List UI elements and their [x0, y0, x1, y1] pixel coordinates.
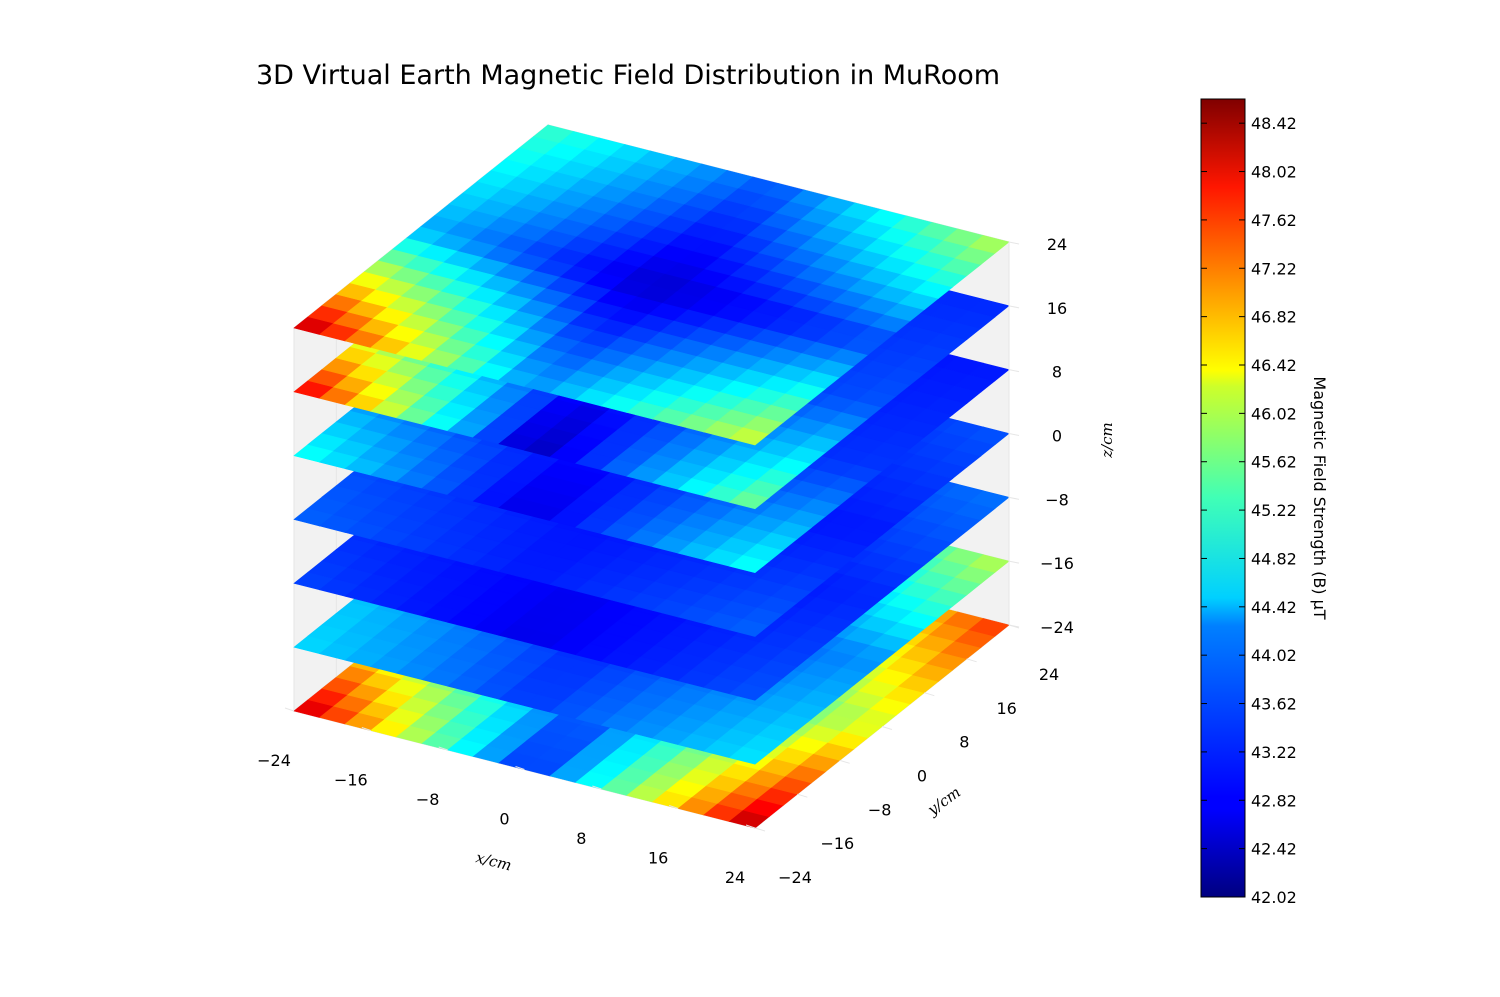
colorbar-tick-label: 46.82 [1251, 308, 1297, 327]
axis-ticks: −24 −16 −8 0 8 16 24 −24 −16 −8 0 8 16 24 −24 −16 −8 0 8 16… [257, 235, 1074, 887]
colorbar-tick-label: 45.22 [1251, 501, 1297, 520]
z-tick-label: −24 [1040, 618, 1074, 637]
z-tick-mark [1008, 369, 1020, 373]
colorbar-tick-label: 46.02 [1251, 404, 1297, 423]
z-tick-mark [1008, 624, 1020, 628]
y-tick-mark [754, 827, 766, 832]
colorbar-ticks: 42.02 42.42 42.82 43.22 43.62 44.02 44.42 44.82… [1201, 114, 1297, 907]
y-tick-label: 24 [1039, 665, 1059, 684]
x-tick-label: 0 [499, 810, 509, 829]
colorbar-gradient [1200, 98, 1246, 898]
field-slice [293, 124, 1010, 446]
x-tick-label: −24 [257, 751, 291, 770]
y-tick-mark [924, 692, 935, 697]
x-tick-label: −16 [334, 771, 368, 790]
colorbar-tick-label: 48.02 [1251, 163, 1297, 182]
y-tick-mark [881, 726, 893, 730]
colorbar-tick-label: 43.22 [1251, 743, 1297, 762]
z-tick-mark [1008, 560, 1020, 564]
x-tick-mark [361, 727, 371, 731]
axes-3d: −24 −16 −8 0 8 16 24 −24 −16 −8 0 8 16 24 −24 −16 −8 0 8 16… [257, 123, 1116, 887]
z-tick-mark [1008, 496, 1020, 500]
x-axis-label: x/cm [474, 848, 513, 874]
colorbar-tick-label: 44.42 [1251, 598, 1297, 617]
x-tick-mark [515, 766, 525, 770]
z-axis-label: z/cm [1098, 422, 1116, 459]
y-tick-label: −16 [820, 834, 854, 853]
colorbar: 42.02 42.42 42.82 43.22 43.62 44.02 44.42 44.82… [1200, 98, 1329, 907]
y-tick-mark [966, 658, 977, 663]
z-tick-label: 0 [1052, 427, 1062, 446]
colorbar-tick-label: 44.02 [1251, 646, 1297, 665]
x-tick-label: 8 [576, 829, 586, 848]
z-tick-mark [1008, 305, 1020, 309]
colorbar-tick-label: 47.22 [1251, 259, 1297, 278]
z-tick-mark [1008, 241, 1020, 245]
z-tick-mark [1008, 433, 1020, 436]
y-tick-label: 16 [996, 699, 1016, 718]
z-tick-label: 16 [1047, 299, 1067, 318]
colorbar-tick-label: 42.42 [1251, 840, 1297, 859]
x-tick-mark [745, 824, 756, 829]
z-tick-label: 24 [1047, 235, 1067, 254]
colorbar-tick-label: 46.42 [1251, 356, 1297, 375]
colorbar-tick-label: 42.82 [1251, 791, 1297, 810]
colorbar-tick-label: 44.82 [1251, 549, 1297, 568]
z-tick-label: 8 [1052, 363, 1062, 382]
y-axis-label: y/cm [923, 783, 964, 819]
x-tick-mark [669, 805, 679, 809]
colorbar-tick-label: 43.62 [1251, 695, 1297, 714]
colorbar-tick-label: 48.42 [1251, 114, 1297, 133]
x-tick-label: 16 [648, 849, 668, 868]
y-tick-mark [839, 759, 850, 764]
x-tick-mark [592, 785, 602, 790]
y-tick-label: 8 [959, 733, 969, 752]
y-tick-label: 0 [917, 767, 927, 786]
chart-title: 3D Virtual Earth Magnetic Field Distribu… [256, 60, 1000, 91]
x-tick-mark [438, 746, 448, 751]
y-tick-mark [797, 793, 808, 798]
x-tick-label: 24 [725, 868, 745, 887]
z-tick-label: −8 [1045, 490, 1069, 509]
colorbar-tick-label: 42.02 [1251, 888, 1297, 907]
y-tick-label: −8 [868, 800, 892, 819]
z-tick-label: −16 [1040, 554, 1074, 573]
y-tick-label: −24 [778, 868, 812, 887]
colorbar-label: Magnetic Field Strength (B) μT [1310, 376, 1329, 619]
field-slices [293, 124, 1010, 829]
x-tick-label: −8 [416, 790, 440, 809]
x-tick-mark [284, 707, 295, 712]
colorbar-tick-label: 47.62 [1251, 211, 1297, 230]
colorbar-tick-label: 45.62 [1251, 453, 1297, 472]
